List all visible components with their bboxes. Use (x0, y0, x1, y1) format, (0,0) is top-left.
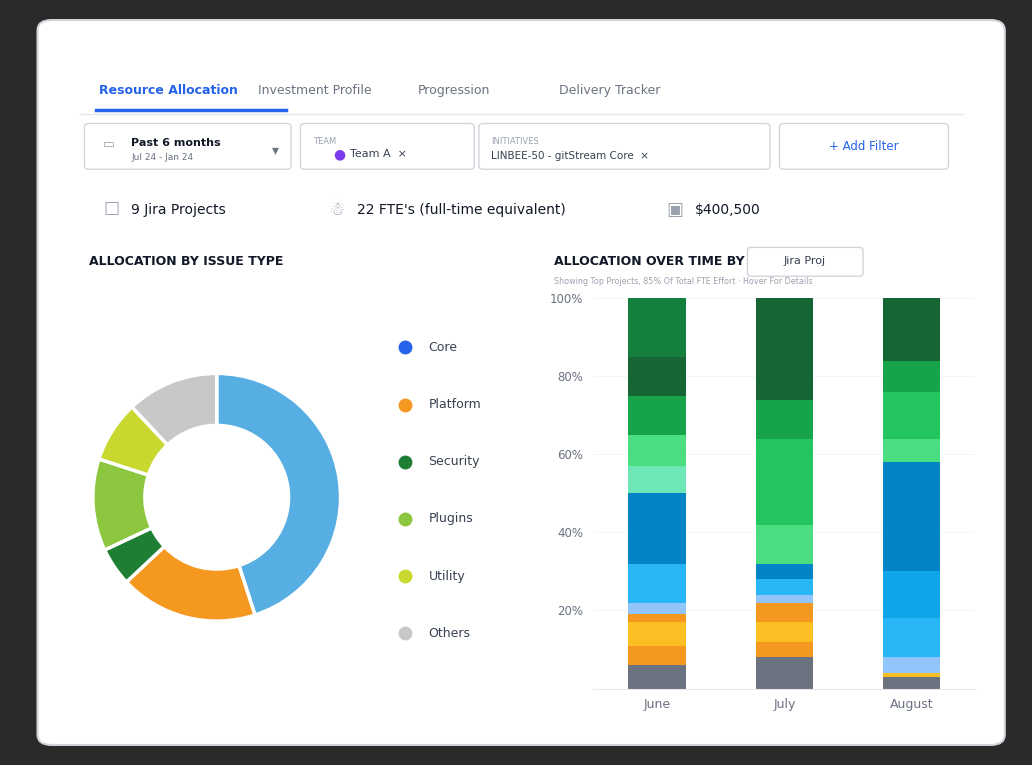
Text: Team A  ×: Team A × (350, 149, 408, 159)
Text: Plugins: Plugins (428, 513, 474, 526)
Text: Utility: Utility (428, 570, 465, 583)
Bar (755, 400, 813, 439)
Bar (883, 439, 940, 462)
Bar (883, 392, 940, 439)
Bar (755, 552, 813, 564)
Text: ●: ● (333, 148, 346, 161)
Wedge shape (132, 373, 217, 445)
Text: Investment Profile: Investment Profile (258, 84, 372, 97)
Bar (883, 462, 940, 571)
Text: ☃: ☃ (328, 201, 345, 219)
Text: ▭: ▭ (103, 138, 115, 151)
Wedge shape (99, 407, 167, 475)
FancyBboxPatch shape (479, 123, 770, 169)
Text: Past 6 months: Past 6 months (131, 138, 221, 148)
Text: ▣: ▣ (667, 201, 684, 219)
Text: Resource Allocation: Resource Allocation (99, 84, 237, 97)
Bar (628, 646, 685, 665)
Wedge shape (217, 373, 341, 615)
Text: Platform: Platform (428, 398, 481, 411)
Text: ALLOCATION OVER TIME BY: ALLOCATION OVER TIME BY (554, 255, 745, 268)
Text: ☐: ☐ (103, 201, 120, 219)
Bar (628, 665, 685, 688)
Bar (883, 677, 940, 688)
Bar (755, 298, 813, 400)
Bar (628, 622, 685, 646)
Bar (628, 396, 685, 435)
Bar (628, 493, 685, 564)
Text: INITIATIVES: INITIATIVES (491, 137, 539, 146)
Text: 9 Jira Projects: 9 Jira Projects (131, 203, 226, 217)
Text: ▾: ▾ (272, 143, 280, 158)
Bar (628, 435, 685, 466)
Wedge shape (127, 546, 255, 621)
Bar (628, 298, 685, 357)
Bar (755, 439, 813, 525)
Text: TEAM: TEAM (313, 137, 336, 146)
Text: Showing Top Projects, 85% Of Total FTE Effort · Hover For Details: Showing Top Projects, 85% Of Total FTE E… (554, 278, 812, 286)
Text: Jira Proj: Jira Proj (783, 256, 826, 266)
Bar (755, 525, 813, 552)
Bar (628, 603, 685, 614)
Wedge shape (93, 459, 152, 550)
Text: Jul 24 - Jan 24: Jul 24 - Jan 24 (131, 153, 194, 161)
Text: $400,500: $400,500 (695, 203, 761, 217)
Bar (883, 673, 940, 677)
FancyBboxPatch shape (747, 247, 863, 276)
Bar (628, 614, 685, 622)
Text: Delivery Tracker: Delivery Tracker (558, 84, 660, 97)
Text: LINBEE-50 - gitStream Core  ×: LINBEE-50 - gitStream Core × (491, 151, 649, 161)
Bar (755, 622, 813, 642)
Text: Security: Security (428, 455, 480, 468)
Bar (883, 571, 940, 618)
FancyBboxPatch shape (37, 20, 1005, 745)
Text: ALLOCATION BY ISSUE TYPE: ALLOCATION BY ISSUE TYPE (89, 255, 284, 268)
FancyBboxPatch shape (85, 123, 291, 169)
Bar (755, 579, 813, 595)
Text: 22 FTE's (full-time equivalent): 22 FTE's (full-time equivalent) (357, 203, 566, 217)
Text: Others: Others (428, 627, 471, 640)
FancyBboxPatch shape (300, 123, 475, 169)
Wedge shape (104, 528, 164, 582)
Bar (883, 657, 940, 673)
Text: Core: Core (428, 341, 457, 353)
Bar (755, 603, 813, 622)
Bar (628, 466, 685, 493)
Bar (628, 357, 685, 396)
Bar (628, 564, 685, 603)
Bar (755, 595, 813, 603)
Bar (883, 618, 940, 657)
Bar (755, 642, 813, 657)
Text: Progression: Progression (418, 84, 490, 97)
Text: + Add Filter: + Add Filter (829, 139, 899, 152)
Bar (883, 361, 940, 392)
Bar (883, 298, 940, 361)
Bar (755, 564, 813, 579)
Bar (755, 657, 813, 688)
FancyBboxPatch shape (779, 123, 948, 169)
